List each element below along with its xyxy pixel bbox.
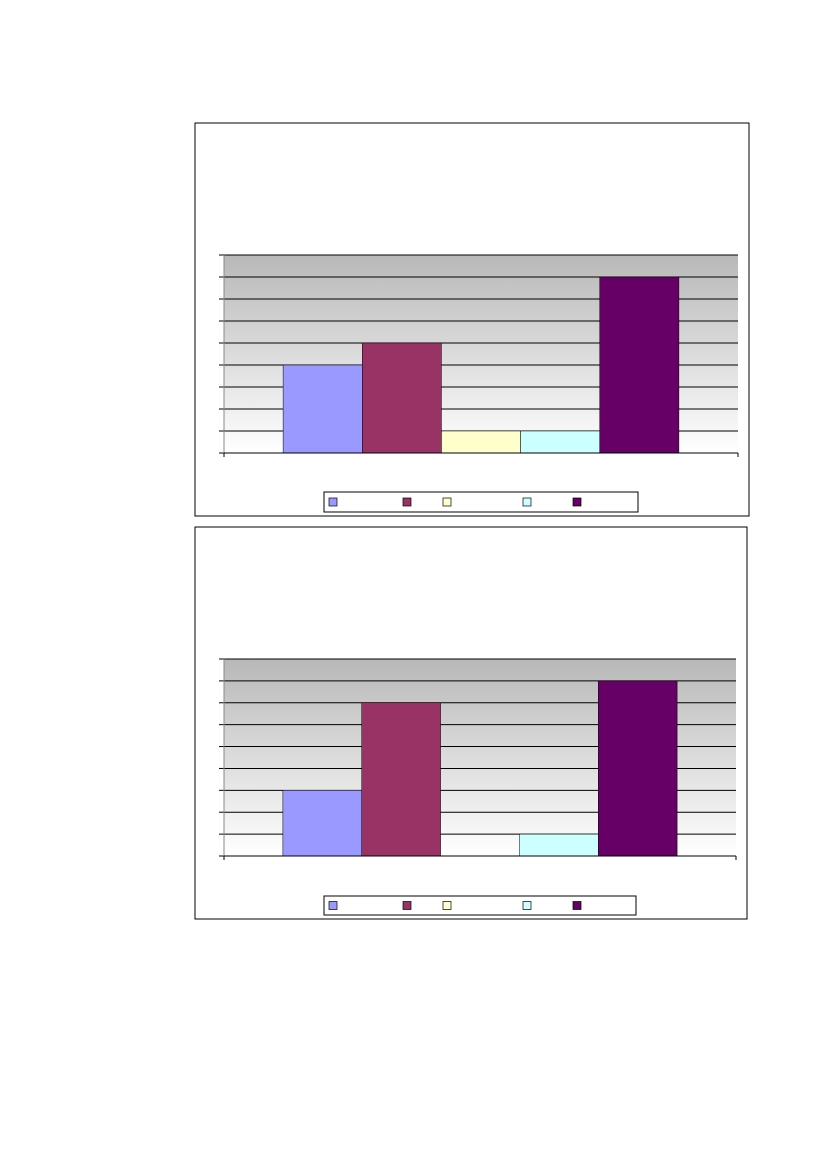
legend-swatch <box>572 497 582 507</box>
legend-swatch <box>328 497 338 507</box>
legend-swatch <box>328 901 338 910</box>
legend-swatch <box>572 901 582 910</box>
bar <box>520 430 600 454</box>
legend-swatch <box>522 497 532 507</box>
bar <box>362 342 442 454</box>
bar <box>282 364 363 454</box>
bar <box>441 430 521 454</box>
legend-swatch <box>442 901 452 910</box>
bar <box>599 276 680 454</box>
legend-swatch <box>402 901 412 910</box>
legend-swatch <box>442 497 452 507</box>
bar <box>282 790 362 857</box>
legend-swatch <box>402 497 412 507</box>
legend-swatch <box>522 901 532 910</box>
legend <box>323 895 637 916</box>
legend <box>323 491 639 513</box>
bar <box>361 702 441 857</box>
bar <box>598 680 678 857</box>
bar <box>519 833 599 857</box>
